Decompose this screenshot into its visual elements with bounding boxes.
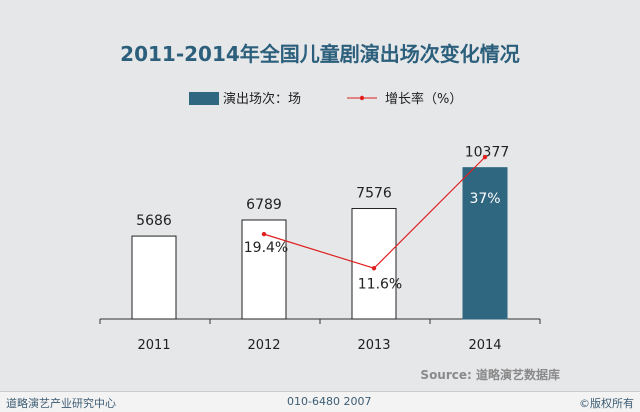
x-tick-label-2012: 2012 <box>247 338 280 353</box>
footer-org: 道略演艺产业研究中心 <box>6 397 116 410</box>
bar-value-label-2012: 6789 <box>246 197 282 213</box>
plot-area: 5686 2011 6789 2012 7576 2013 10377 2014 19.4% 11… <box>99 145 541 353</box>
growth-label-2014: 37% <box>469 191 500 207</box>
bar-value-label-2014: 10377 <box>465 145 510 161</box>
growth-label-2012: 19.4% <box>244 240 288 256</box>
bar-value-label-2011: 5686 <box>136 213 172 229</box>
x-tick-label-2013: 2013 <box>357 338 390 353</box>
footer-copyright: ©版权所有 <box>579 397 634 410</box>
source-note: Source: 道略演艺数据库 <box>420 367 560 382</box>
growth-point-2012 <box>261 231 267 237</box>
bar-2012 <box>241 219 287 320</box>
growth-point-2013 <box>371 266 377 271</box>
bar-2014 <box>462 167 508 320</box>
legend: 演出场次：场 增长率（%） <box>189 91 462 107</box>
footer-bar: 道略演艺产业研究中心 010-6480 2007 ©版权所有 <box>0 391 640 412</box>
legend-bar-label: 演出场次：场 <box>223 91 301 107</box>
x-tick-label-2011: 2011 <box>137 338 170 353</box>
legend-line-marker <box>359 95 365 101</box>
bar-value-label-2013: 7576 <box>356 186 392 202</box>
chart-title: 2011-2014年全国儿童剧演出场次变化情况 <box>120 42 520 66</box>
legend-bar-swatch <box>189 92 219 105</box>
growth-label-2013: 11.6% <box>358 276 402 292</box>
x-tick-label-2014: 2014 <box>468 338 501 353</box>
bar-2011 <box>131 235 177 320</box>
footer-phone: 010-6480 2007 <box>287 395 372 408</box>
legend-line-label: 增长率（%） <box>385 91 462 107</box>
growth-point-2014 <box>482 154 488 160</box>
